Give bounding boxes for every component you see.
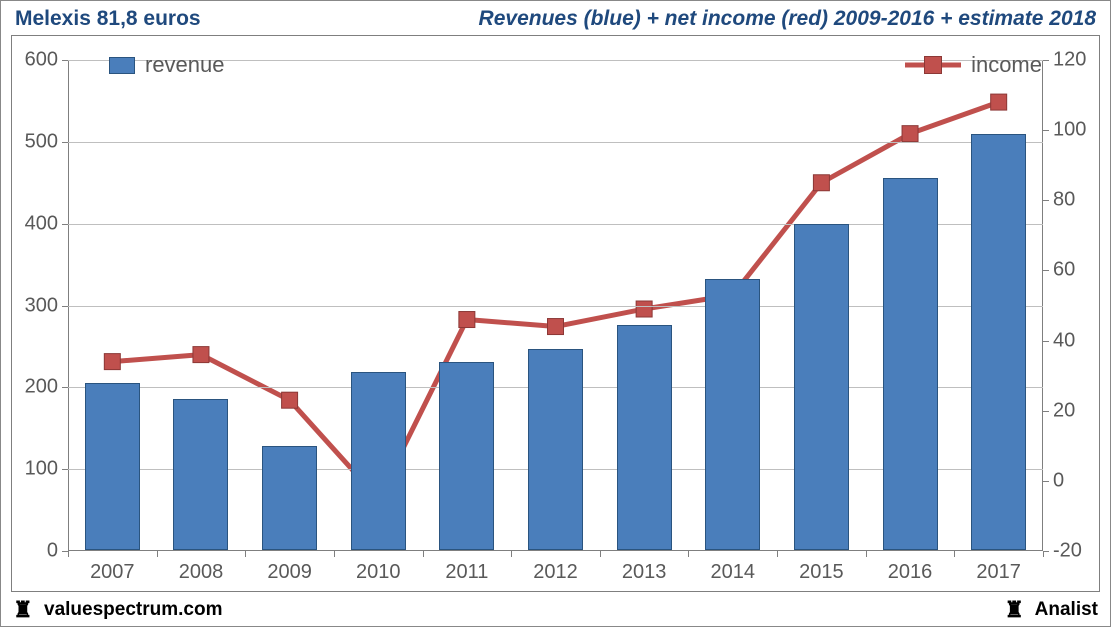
- y-label-left: 600: [18, 49, 58, 72]
- legend-revenue-swatch: [109, 57, 135, 74]
- x-label: 2010: [356, 561, 401, 584]
- y-tick-right: [1043, 200, 1049, 201]
- y-tick-left: [62, 60, 68, 61]
- footer-right: ♜ Analist: [1004, 599, 1098, 621]
- income-marker: [902, 126, 918, 142]
- income-marker: [548, 319, 564, 335]
- y-label-right: 40: [1053, 329, 1093, 352]
- revenue-bar: [794, 224, 849, 550]
- y-tick-right: [1043, 411, 1049, 412]
- y-tick-left: [62, 224, 68, 225]
- y-label-left: 100: [18, 458, 58, 481]
- y-label-right: -20: [1053, 540, 1093, 563]
- revenue-bar: [439, 362, 494, 550]
- y-label-left: 300: [18, 294, 58, 317]
- legend-income-label: income: [971, 52, 1042, 78]
- y-label-right: 100: [1053, 119, 1093, 142]
- x-label: 2016: [888, 561, 933, 584]
- rook-icon: ♜: [13, 599, 33, 621]
- revenue-bar: [173, 399, 228, 550]
- x-label: 2008: [179, 561, 224, 584]
- y-tick-right: [1043, 270, 1049, 271]
- income-marker: [193, 347, 209, 363]
- revenue-bar: [617, 325, 672, 550]
- rook-icon: ♜: [1004, 599, 1024, 621]
- y-tick-right: [1043, 341, 1049, 342]
- income-marker: [636, 301, 652, 317]
- chart-area: 0 100 200 300 400 500 600 -20 0 20 40 60 80 100 120 200…: [11, 35, 1100, 592]
- y-tick-right: [1043, 481, 1049, 482]
- chart-header: Melexis 81,8 euros Revenues (blue) + net…: [1, 1, 1110, 35]
- y-label-left: 500: [18, 130, 58, 153]
- y-label-right: 120: [1053, 49, 1093, 72]
- income-marker: [459, 312, 475, 328]
- y-label-right: 0: [1053, 469, 1093, 492]
- x-label: 2015: [799, 561, 844, 584]
- x-tick: [600, 551, 601, 557]
- x-tick: [866, 551, 867, 557]
- x-tick: [688, 551, 689, 557]
- y-label-left: 400: [18, 212, 58, 235]
- y-tick-left: [62, 306, 68, 307]
- plot-area: 0100200300400500600-20020406080100120200…: [68, 60, 1043, 551]
- x-tick: [68, 551, 69, 557]
- y-tick-right: [1043, 60, 1049, 61]
- x-tick: [511, 551, 512, 557]
- revenue-bar: [85, 383, 140, 550]
- x-tick: [954, 551, 955, 557]
- x-label: 2017: [976, 561, 1021, 584]
- y-tick-right: [1043, 130, 1049, 131]
- legend-income: income: [905, 45, 1042, 85]
- legend-revenue: revenue: [109, 45, 225, 85]
- footer-left-text: valuespectrum.com: [44, 599, 222, 620]
- footer-left: ♜ valuespectrum.com: [13, 599, 222, 621]
- revenue-bar: [971, 134, 1026, 550]
- income-marker: [282, 392, 298, 408]
- revenue-bar: [705, 279, 760, 551]
- x-tick: [334, 551, 335, 557]
- revenue-bar: [351, 372, 406, 550]
- y-tick-left: [62, 142, 68, 143]
- x-label: 2012: [533, 561, 578, 584]
- x-tick: [423, 551, 424, 557]
- chart-title-left: Melexis 81,8 euros: [15, 7, 201, 31]
- gridline: [68, 142, 1043, 143]
- x-tick: [1043, 551, 1044, 557]
- x-label: 2011: [445, 561, 488, 584]
- y-label-left: 0: [18, 540, 58, 563]
- x-label: 2009: [267, 561, 312, 584]
- chart-title-right: Revenues (blue) + net income (red) 2009-…: [479, 7, 1096, 31]
- footer-right-text: Analist: [1035, 599, 1098, 620]
- income-marker: [813, 175, 829, 191]
- chart-footer: ♜ valuespectrum.com ♜ Analist: [1, 596, 1110, 626]
- legend-revenue-label: revenue: [145, 52, 225, 78]
- x-label: 2013: [622, 561, 667, 584]
- revenue-bar: [883, 178, 938, 550]
- legend-income-swatch: [905, 55, 961, 75]
- x-label: 2007: [90, 561, 135, 584]
- x-tick: [777, 551, 778, 557]
- revenue-bar: [262, 446, 317, 550]
- revenue-bar: [528, 349, 583, 550]
- x-tick: [245, 551, 246, 557]
- x-tick: [157, 551, 158, 557]
- income-marker: [104, 354, 120, 370]
- y-label-left: 200: [18, 376, 58, 399]
- y-label-right: 20: [1053, 399, 1093, 422]
- y-tick-left: [62, 387, 68, 388]
- y-tick-left: [62, 469, 68, 470]
- income-marker: [991, 94, 1007, 110]
- y-label-right: 80: [1053, 189, 1093, 212]
- y-label-right: 60: [1053, 259, 1093, 282]
- x-label: 2014: [711, 561, 756, 584]
